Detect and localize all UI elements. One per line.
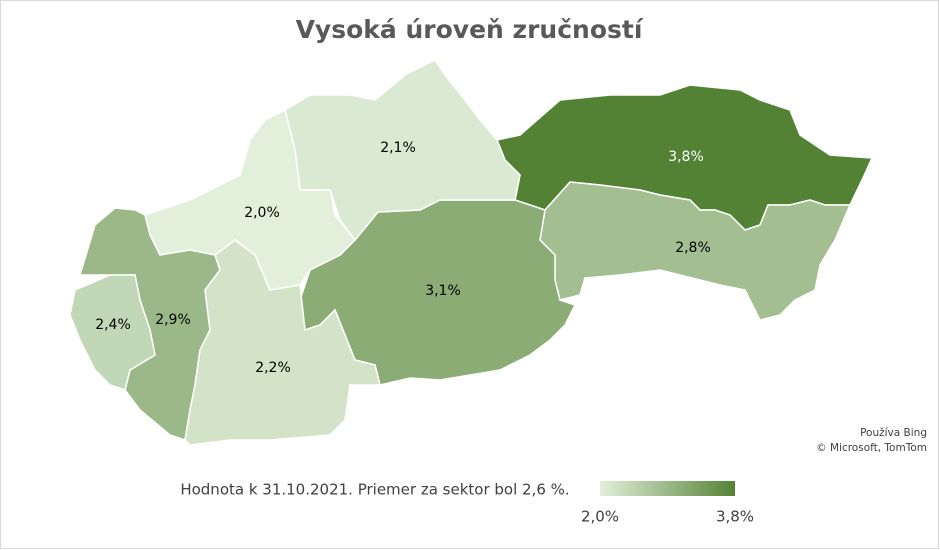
attribution: © Microsoft, TomTom <box>816 442 927 454</box>
color-scale-label: 2,0% <box>581 508 619 526</box>
region-label: 2,4% <box>95 317 131 333</box>
region-label: 2,9% <box>155 312 191 328</box>
region <box>184 239 381 446</box>
region-label: 3,8% <box>668 149 704 165</box>
chart-title: Vysoká úroveň zručností <box>296 15 644 44</box>
color-scale-label: 3,8% <box>716 508 754 526</box>
region <box>539 181 852 321</box>
region <box>69 274 156 391</box>
region-label: 2,0% <box>244 205 280 221</box>
region-label: 3,1% <box>425 283 461 299</box>
region-label: 2,2% <box>255 360 291 376</box>
color-scale <box>600 481 735 496</box>
footnote: Hodnota k 31.10.2021. Priemer za sektor … <box>180 481 569 499</box>
region-label: 2,1% <box>380 140 416 156</box>
attribution: Používa Bing <box>860 427 927 439</box>
region-label: 2,8% <box>675 240 711 256</box>
region <box>284 59 521 242</box>
